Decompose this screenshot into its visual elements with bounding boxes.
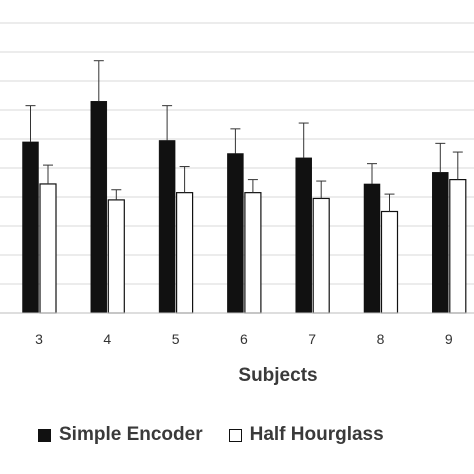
- bar-half-hourglass-5: [176, 192, 194, 314]
- bar-simple-encoder-7: [295, 157, 312, 314]
- legend-item-simple-encoder: Simple Encoder: [38, 424, 203, 446]
- legend: Simple Encoder Half Hourglass: [38, 424, 384, 446]
- bar-half-hourglass-8: [380, 210, 399, 314]
- x-tick-label-9: 9: [445, 331, 453, 347]
- bar-simple-encoder-9: [432, 172, 449, 314]
- x-tick-label-3: 3: [35, 331, 43, 347]
- bar-simple-encoder-3: [22, 141, 39, 314]
- x-tick-label-6: 6: [240, 331, 248, 347]
- x-tick-labels: 3 4 5 6 7 8 9: [35, 331, 453, 347]
- bar-half-hourglass-6: [244, 192, 262, 314]
- x-tick-label-8: 8: [377, 331, 385, 347]
- x-tick-label-4: 4: [103, 331, 111, 347]
- bar-half-hourglass-7: [312, 197, 330, 314]
- bar-simple-encoder-6: [227, 153, 244, 314]
- legend-label-half-hourglass: Half Hourglass: [249, 424, 384, 445]
- x-axis-title: Subjects: [238, 365, 317, 386]
- bars: [22, 101, 467, 314]
- bar-simple-encoder-5: [158, 140, 176, 314]
- bar-half-hourglass-4: [107, 199, 125, 314]
- x-tick-label-7: 7: [308, 331, 316, 347]
- bar-half-hourglass-9: [449, 179, 467, 314]
- error-bars: [25, 60, 463, 212]
- legend-item-half-hourglass: Half Hourglass: [228, 424, 384, 446]
- legend-label-simple-encoder: Simple Encoder: [59, 424, 203, 445]
- x-tick-label-5: 5: [172, 331, 180, 347]
- bar-simple-encoder-4: [90, 101, 108, 314]
- legend-swatch-simple-encoder: [38, 428, 51, 442]
- bar-simple-encoder-8: [363, 183, 381, 314]
- bar-half-hourglass-3: [39, 183, 57, 314]
- legend-swatch-half-hourglass: [228, 428, 242, 442]
